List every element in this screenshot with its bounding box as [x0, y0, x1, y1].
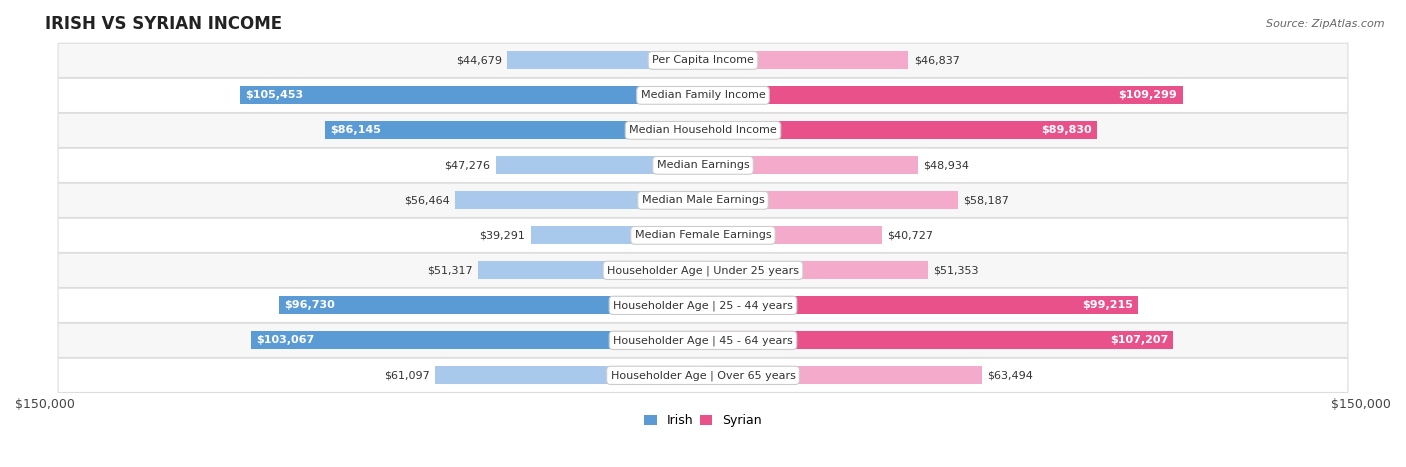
- FancyBboxPatch shape: [58, 43, 1348, 78]
- Bar: [434, 366, 703, 384]
- Text: $56,464: $56,464: [405, 195, 450, 205]
- Bar: [703, 331, 1174, 349]
- Bar: [456, 191, 703, 210]
- Bar: [703, 51, 908, 70]
- Text: $51,317: $51,317: [427, 265, 472, 276]
- Text: Median Family Income: Median Family Income: [641, 91, 765, 100]
- Bar: [278, 296, 703, 314]
- Text: Median Earnings: Median Earnings: [657, 160, 749, 170]
- Bar: [703, 296, 1139, 314]
- Text: $48,934: $48,934: [922, 160, 969, 170]
- Text: $47,276: $47,276: [444, 160, 491, 170]
- Text: Median Household Income: Median Household Income: [628, 125, 778, 135]
- Text: $105,453: $105,453: [246, 91, 304, 100]
- Bar: [325, 121, 703, 140]
- Text: Median Female Earnings: Median Female Earnings: [634, 230, 772, 241]
- Bar: [703, 226, 882, 244]
- Text: $63,494: $63,494: [987, 370, 1032, 380]
- Text: IRISH VS SYRIAN INCOME: IRISH VS SYRIAN INCOME: [45, 15, 283, 33]
- FancyBboxPatch shape: [58, 78, 1348, 113]
- Text: $51,353: $51,353: [934, 265, 979, 276]
- Text: $103,067: $103,067: [256, 335, 315, 345]
- Bar: [495, 156, 703, 175]
- FancyBboxPatch shape: [58, 113, 1348, 148]
- FancyBboxPatch shape: [58, 148, 1348, 183]
- FancyBboxPatch shape: [58, 358, 1348, 392]
- Bar: [250, 331, 703, 349]
- Text: $44,679: $44,679: [456, 56, 502, 65]
- Text: $109,299: $109,299: [1119, 91, 1177, 100]
- FancyBboxPatch shape: [58, 288, 1348, 323]
- Text: Source: ZipAtlas.com: Source: ZipAtlas.com: [1267, 19, 1385, 28]
- Text: $89,830: $89,830: [1042, 125, 1092, 135]
- Bar: [703, 261, 928, 279]
- Bar: [703, 156, 918, 175]
- Text: $39,291: $39,291: [479, 230, 526, 241]
- FancyBboxPatch shape: [58, 183, 1348, 218]
- Bar: [703, 366, 981, 384]
- Bar: [478, 261, 703, 279]
- Legend: Irish, Syrian: Irish, Syrian: [640, 409, 766, 432]
- FancyBboxPatch shape: [58, 323, 1348, 357]
- Bar: [703, 86, 1182, 105]
- Text: $61,097: $61,097: [384, 370, 430, 380]
- Text: $46,837: $46,837: [914, 56, 960, 65]
- Bar: [240, 86, 703, 105]
- Text: $96,730: $96,730: [284, 300, 335, 311]
- Text: $58,187: $58,187: [963, 195, 1010, 205]
- Text: Householder Age | 45 - 64 years: Householder Age | 45 - 64 years: [613, 335, 793, 346]
- FancyBboxPatch shape: [58, 253, 1348, 288]
- Text: $86,145: $86,145: [330, 125, 381, 135]
- Text: $99,215: $99,215: [1083, 300, 1133, 311]
- Text: $40,727: $40,727: [887, 230, 934, 241]
- Text: $107,207: $107,207: [1109, 335, 1168, 345]
- Text: Householder Age | 25 - 44 years: Householder Age | 25 - 44 years: [613, 300, 793, 311]
- Text: Median Male Earnings: Median Male Earnings: [641, 195, 765, 205]
- Text: Householder Age | Under 25 years: Householder Age | Under 25 years: [607, 265, 799, 276]
- Bar: [703, 191, 959, 210]
- Text: Householder Age | Over 65 years: Householder Age | Over 65 years: [610, 370, 796, 381]
- Bar: [508, 51, 703, 70]
- Bar: [703, 121, 1097, 140]
- Text: Per Capita Income: Per Capita Income: [652, 56, 754, 65]
- Bar: [530, 226, 703, 244]
- FancyBboxPatch shape: [58, 218, 1348, 253]
